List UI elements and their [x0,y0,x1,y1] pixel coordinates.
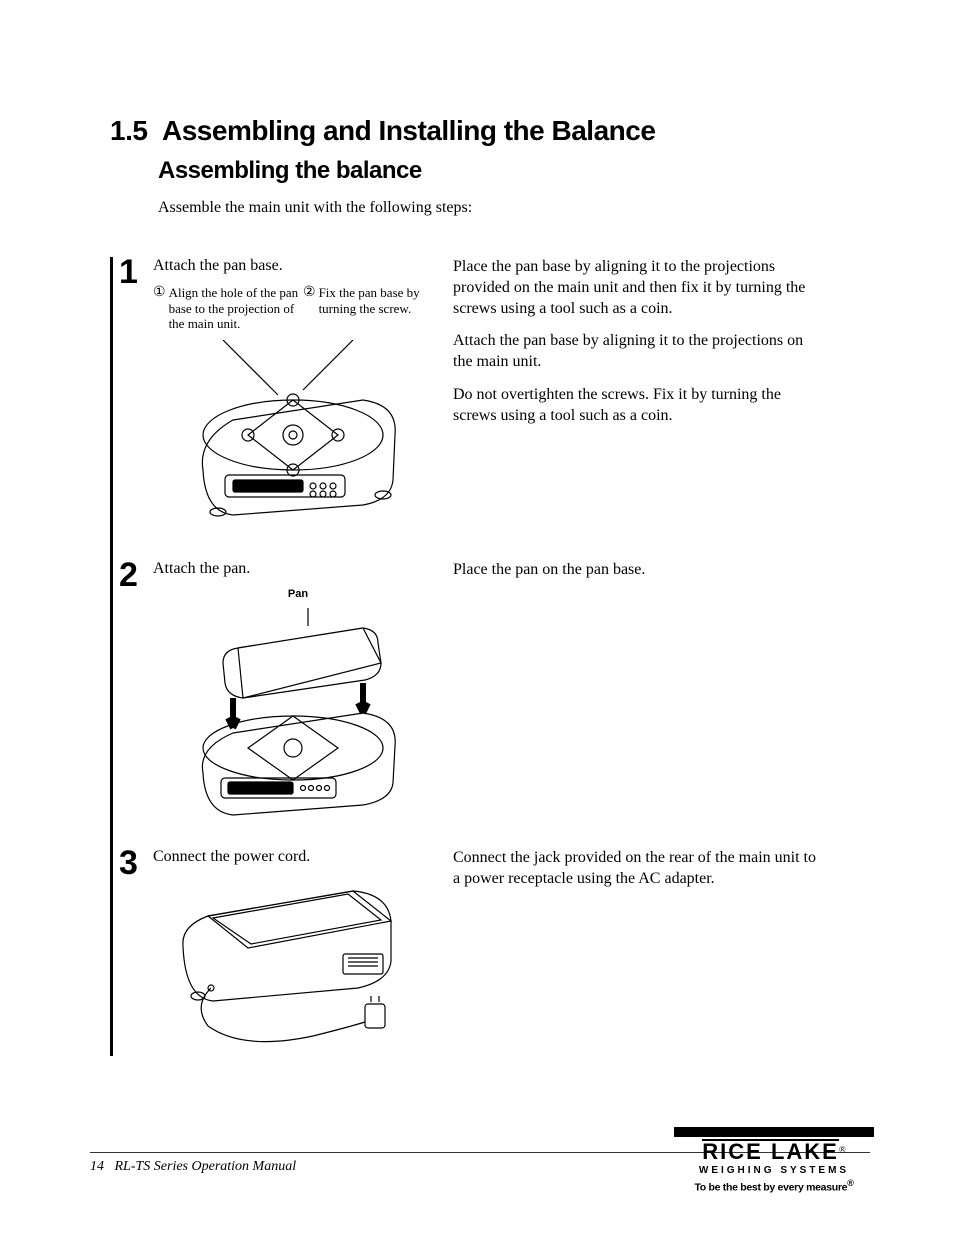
footer-left: 14 RL-TS Series Operation Manual [90,1157,296,1175]
step-3: 3 Connect the power cord. [113,848,870,1056]
balance-power-diagram [153,876,433,1056]
section-title-text: Assembling and Installing the Balance [162,115,655,146]
balance-pan-base-diagram [163,340,423,540]
registered-icon: ® [839,1144,846,1154]
step-left-title: Attach the pan. [153,560,443,578]
step-number: 2 [113,558,153,592]
step-number: 1 [113,255,153,289]
step-right-col: Connect the jack provided on the rear of… [453,848,823,902]
circled-2-icon: ② [303,285,316,302]
step-text: Connect the jack provided on the rear of… [453,848,823,890]
diagram-step-1 [153,340,433,540]
step-text: Attach the pan base by aligning it to th… [453,331,823,373]
page-number: 14 [90,1159,104,1174]
step-text: Do not overtighten the screws. Fix it by… [453,385,823,427]
balance-pan-diagram [163,608,423,828]
annotation-2: ② Fix the pan base by turning the screw. [303,285,443,332]
logo-tagline: To be the best by every measure® [674,1178,874,1194]
annotation-2-text: Fix the pan base by turning the screw. [319,285,443,316]
step-left-col: Attach the pan. Pan [153,560,453,828]
step-number: 3 [113,846,153,880]
logo-main-row: RICE LAKE® [674,1139,874,1164]
step-right-col: Place the pan on the pan base. [453,560,823,593]
logo-main-text: RICE LAKE [702,1139,839,1162]
step-left-col: Connect the power cord. [153,848,453,1056]
section-title: 1.5 Assembling and Installing the Balanc… [110,115,870,147]
subsection-title: Assembling the balance [158,157,870,185]
step-1: 1 Attach the pan base. ① Align the hole … [113,257,870,540]
circled-1-icon: ① [153,285,166,302]
step-2: 2 Attach the pan. Pan [113,560,870,828]
diagram-step-3 [153,876,433,1056]
annotation-row: ① Align the hole of the pan base to the … [153,285,443,332]
intro-text: Assemble the main unit with the followin… [158,199,870,217]
logo-subtitle: WEIGHING SYSTEMS [674,1165,874,1176]
logo-tagline-text: To be the best by every measure [694,1181,847,1193]
brand-logo: RICE LAKE® WEIGHING SYSTEMS To be the be… [674,1127,874,1194]
manual-title: RL-TS Series Operation Manual [115,1159,297,1174]
step-left-title: Connect the power cord. [153,848,443,866]
step-left-col: Attach the pan base. ① Align the hole of… [153,257,453,540]
diagram-step-2 [153,608,433,828]
page-content: 1.5 Assembling and Installing the Balanc… [110,115,870,1060]
pan-label-text: Pan [288,588,308,600]
step-text: Place the pan on the pan base. [453,560,823,581]
step-left-title: Attach the pan base. [153,257,443,275]
annotation-1-text: Align the hole of the pan base to the pr… [169,285,303,332]
step-text: Place the pan base by aligning it to the… [453,257,823,319]
registered-icon: ® [847,1178,853,1188]
step-right-col: Place the pan base by aligning it to the… [453,257,823,439]
logo-bar [674,1127,874,1137]
pan-label: Pan [153,588,443,600]
section-number: 1.5 [110,115,147,146]
annotation-1: ① Align the hole of the pan base to the … [153,285,303,332]
steps-container: 1 Attach the pan base. ① Align the hole … [110,257,870,1056]
